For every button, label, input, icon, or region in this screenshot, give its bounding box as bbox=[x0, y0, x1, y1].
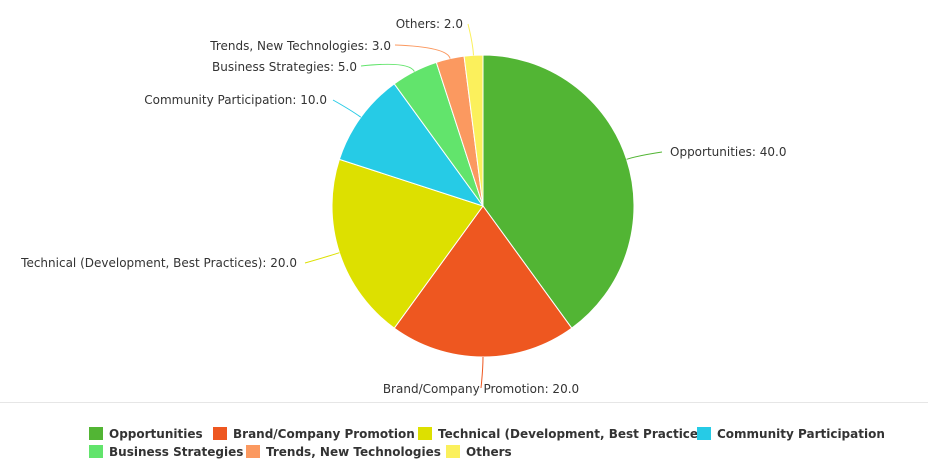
data-label: Others: 2.0 bbox=[396, 17, 463, 31]
leader-line bbox=[480, 356, 484, 389]
leader-line bbox=[332, 99, 362, 118]
legend: Opportunities Brand/Company Promotion Tech… bbox=[89, 427, 885, 459]
legend-swatch bbox=[89, 427, 103, 440]
legend-item[interactable]: Brand/Company Promotion bbox=[213, 427, 415, 441]
legend-item[interactable]: Others bbox=[446, 445, 512, 459]
leader-line bbox=[360, 63, 415, 72]
leader-line bbox=[394, 44, 451, 59]
data-label: Community Participation: 10.0 bbox=[144, 93, 327, 107]
legend-item[interactable]: Technical (Development, Best Practices) bbox=[418, 427, 711, 441]
legend-label: Others bbox=[466, 445, 512, 459]
legend-swatch bbox=[89, 445, 103, 458]
legend-label: Brand/Company Promotion bbox=[233, 427, 415, 441]
pie-slice-community-participation[interactable] bbox=[338, 83, 485, 207]
pie-leader-lines bbox=[304, 23, 663, 389]
data-label: Trends, New Technologies: 3.0 bbox=[209, 39, 391, 53]
pie-data-labels: Opportunities: 40.0 Brand/Company Promoti… bbox=[20, 17, 786, 396]
pie-slice-opportunities[interactable] bbox=[482, 54, 635, 329]
legend-label: Trends, New Technologies bbox=[266, 445, 441, 459]
legend-item[interactable]: Opportunities bbox=[89, 427, 203, 441]
legend-swatch bbox=[213, 427, 227, 440]
legend-label: Opportunities bbox=[109, 427, 203, 441]
leader-line bbox=[626, 151, 663, 160]
data-label: Brand/Company Promotion: 20.0 bbox=[383, 382, 579, 396]
legend-item[interactable]: Community Participation bbox=[697, 427, 885, 441]
legend-divider bbox=[0, 402, 928, 403]
data-label: Technical (Development, Best Practices):… bbox=[20, 256, 297, 270]
legend-swatch bbox=[446, 445, 460, 458]
pie-slice-brand-company-promotion[interactable] bbox=[393, 205, 573, 358]
legend-item[interactable]: Trends, New Technologies bbox=[246, 445, 441, 459]
legend-swatch bbox=[246, 445, 260, 458]
leader-line bbox=[467, 23, 474, 56]
legend-item[interactable]: Business Strategies bbox=[89, 445, 243, 459]
legend-label: Community Participation bbox=[717, 427, 885, 441]
legend-label: Technical (Development, Best Practices) bbox=[438, 427, 711, 441]
data-label: Opportunities: 40.0 bbox=[670, 145, 786, 159]
legend-swatch bbox=[697, 427, 711, 440]
pie-slice-technical-development-best-practices[interactable] bbox=[331, 158, 484, 329]
data-label: Business Strategies: 5.0 bbox=[212, 60, 357, 74]
legend-swatch bbox=[418, 427, 432, 440]
leader-line bbox=[304, 252, 340, 264]
legend-label: Business Strategies bbox=[109, 445, 243, 459]
pie-slices bbox=[331, 54, 635, 358]
